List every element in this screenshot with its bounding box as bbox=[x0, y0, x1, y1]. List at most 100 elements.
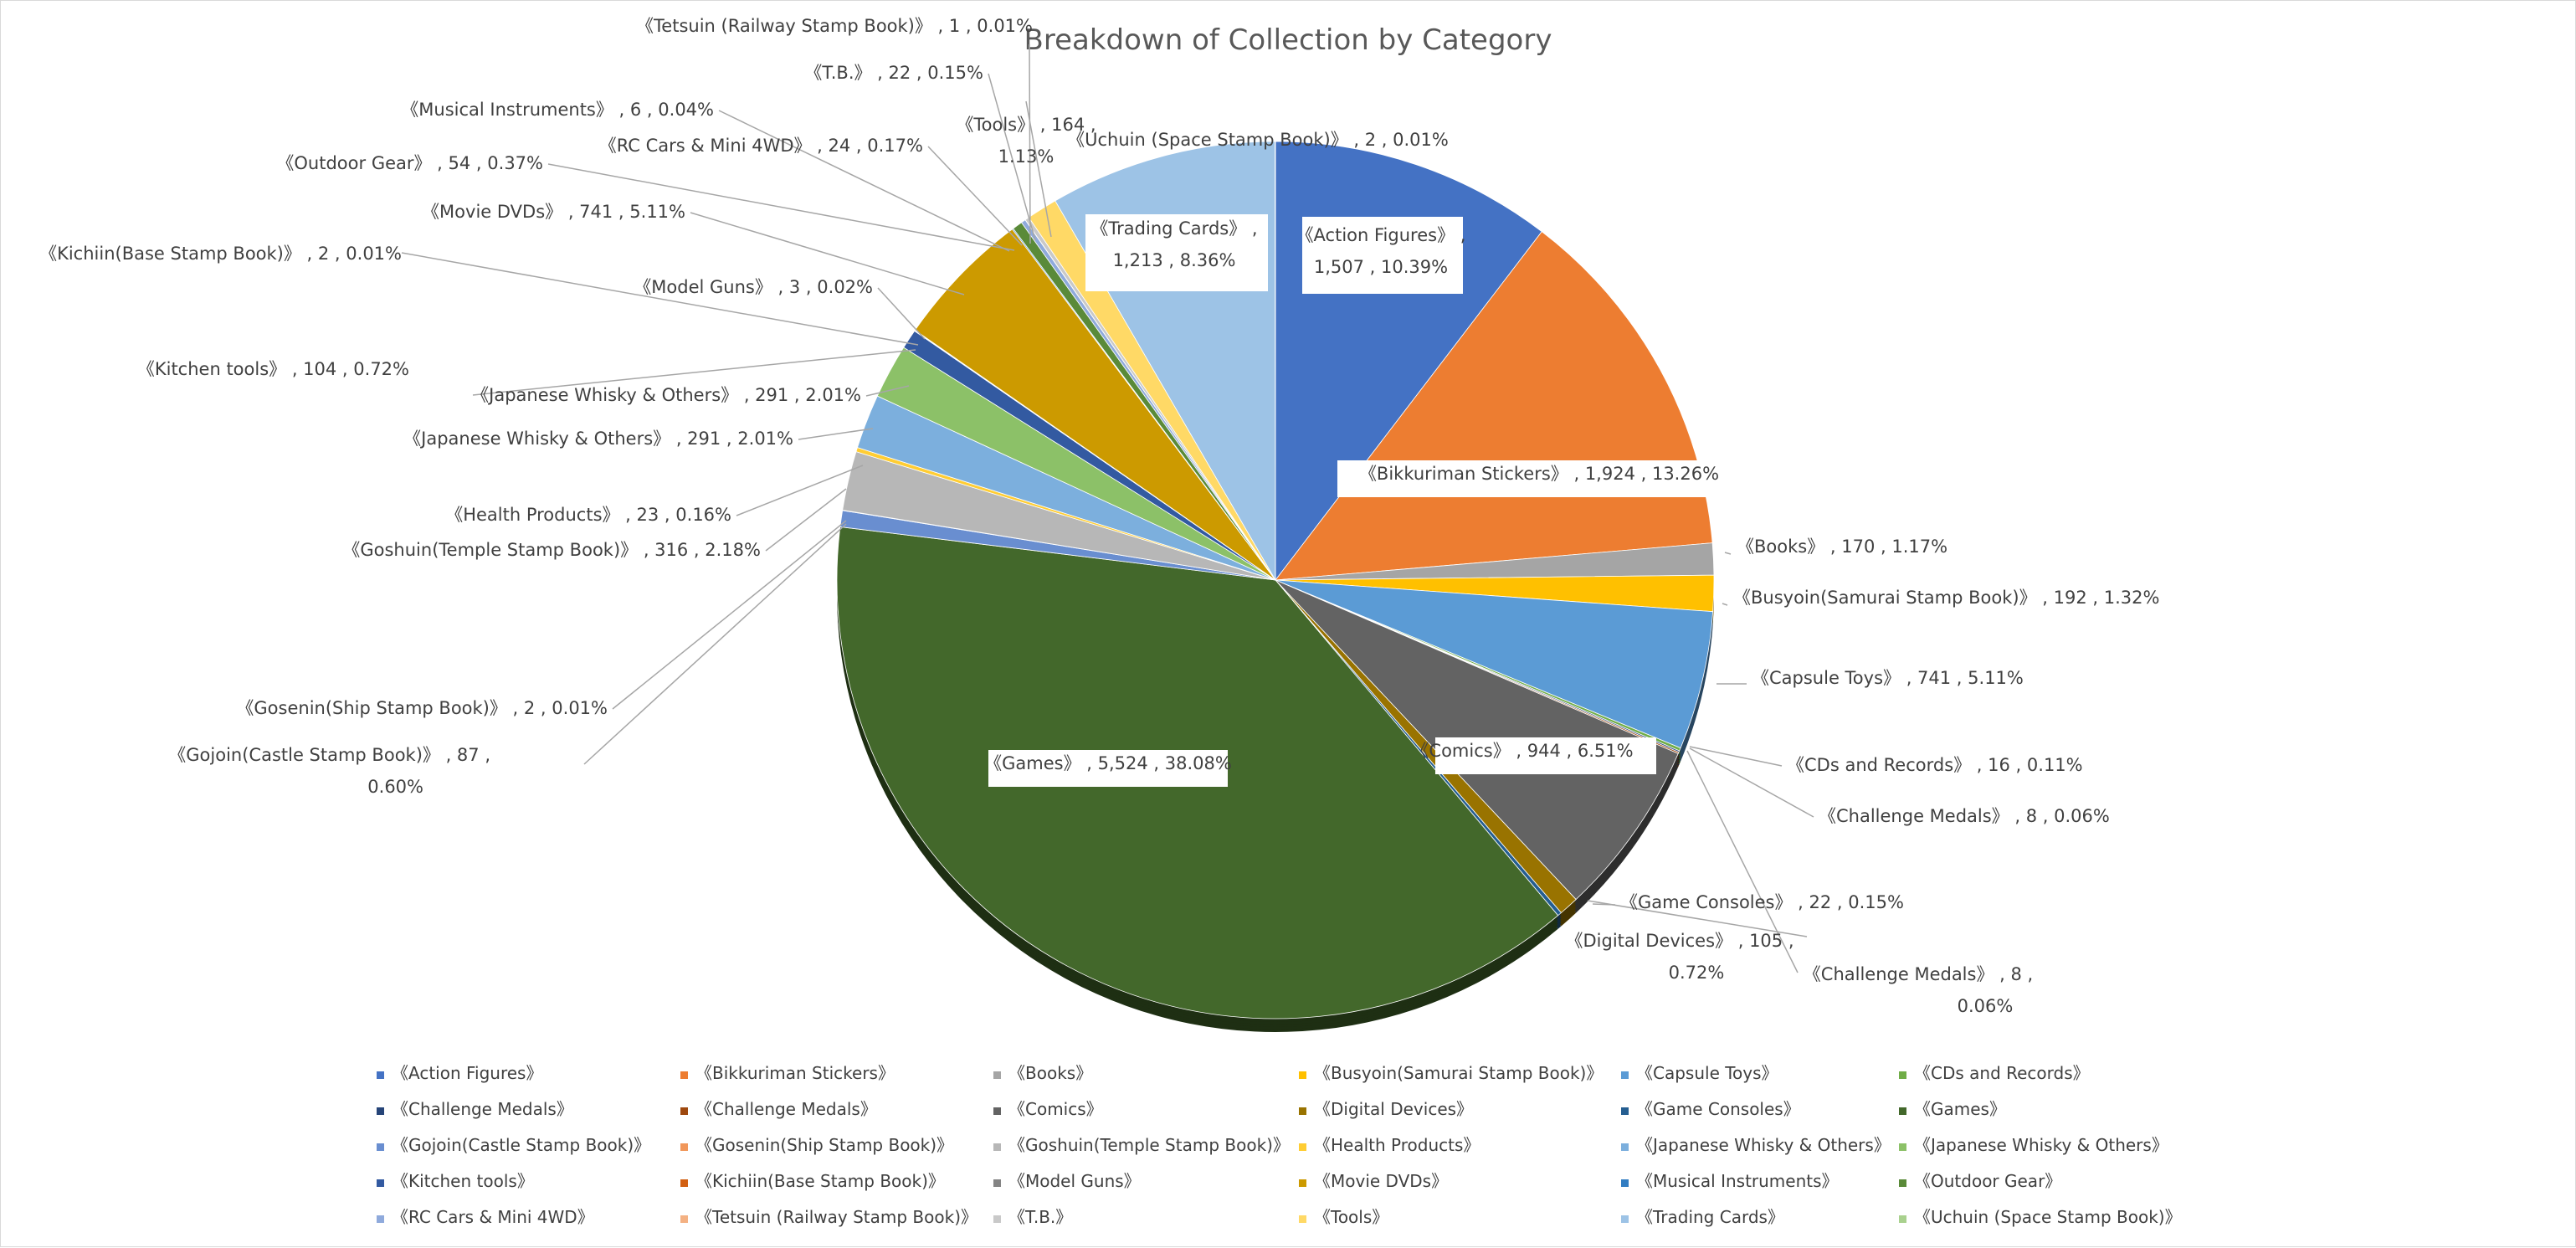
legend-swatch bbox=[377, 1179, 384, 1187]
legend-label: 《Capsule Toys》 bbox=[1636, 1063, 1778, 1083]
legend-label: 《Challenge Medals》 bbox=[392, 1099, 573, 1119]
legend-swatch bbox=[1621, 1071, 1629, 1079]
legend-label: 《T.B.》 bbox=[1008, 1207, 1072, 1227]
legend-swatch bbox=[680, 1071, 688, 1079]
legend-swatch bbox=[1299, 1215, 1306, 1223]
legend-swatch bbox=[1899, 1179, 1906, 1187]
legend-swatch bbox=[993, 1143, 1001, 1151]
legend-label: 《Gosenin(Ship Stamp Book)》 bbox=[695, 1135, 953, 1155]
legend-label: 《Model Guns》 bbox=[1008, 1171, 1141, 1191]
legend-swatch bbox=[680, 1143, 688, 1151]
legend-swatch bbox=[1899, 1143, 1906, 1151]
legend-label: 《Movie DVDs》 bbox=[1314, 1171, 1448, 1191]
data-label: 《Kichiin(Base Stamp Book)》 , 2 , 0.01% bbox=[39, 244, 402, 264]
data-label: 《Games》 , 5,524 , 38.08% bbox=[984, 753, 1232, 773]
legend-swatch bbox=[680, 1107, 688, 1115]
legend-swatch bbox=[377, 1107, 384, 1115]
legend-swatch bbox=[1899, 1071, 1906, 1079]
data-label: 《Digital Devices》 , 105 ,0.72% bbox=[1566, 931, 1794, 983]
legend-label: 《CDs and Records》 bbox=[1914, 1063, 2090, 1083]
pie-slices bbox=[837, 141, 1714, 1019]
legend-label: 《Health Products》 bbox=[1314, 1135, 1480, 1155]
leader-line bbox=[584, 524, 846, 764]
legend-label: 《Games》 bbox=[1914, 1099, 2006, 1119]
legend-swatch bbox=[680, 1179, 688, 1187]
legend-label: 《Books》 bbox=[1008, 1063, 1092, 1083]
legend-swatch bbox=[993, 1071, 1001, 1079]
legend-swatch bbox=[1299, 1107, 1306, 1115]
data-label: 《Game Consoles》 , 22 , 0.15% bbox=[1620, 892, 1904, 912]
legend-swatch bbox=[1621, 1107, 1629, 1115]
data-label: 《Movie DVDs》 , 741 , 5.11% bbox=[422, 202, 685, 222]
legend-label: 《Outdoor Gear》 bbox=[1914, 1171, 2061, 1191]
leader-line bbox=[1722, 603, 1727, 605]
data-label: 《Gosenin(Ship Stamp Book)》 , 2 , 0.01% bbox=[236, 698, 608, 718]
legend-swatch bbox=[1899, 1215, 1906, 1223]
legend-label: 《Tools》 bbox=[1314, 1207, 1388, 1227]
data-label: 《T.B.》 , 22 , 0.15% bbox=[804, 63, 983, 83]
leader-line bbox=[402, 253, 918, 345]
leader-line bbox=[1593, 904, 1615, 905]
legend-label: 《Kichiin(Base Stamp Book)》 bbox=[695, 1171, 945, 1191]
legend-label: 《Tetsuin (Railway Stamp Book)》 bbox=[695, 1207, 978, 1227]
chart-title: Breakdown of Collection by Category bbox=[1024, 23, 1552, 57]
legend-label: 《Musical Instruments》 bbox=[1636, 1171, 1839, 1191]
legend-label: 《Goshuin(Temple Stamp Book)》 bbox=[1008, 1135, 1290, 1155]
data-label: 《CDs and Records》 , 16 , 0.11% bbox=[1787, 755, 2083, 775]
data-label: 《RC Cars & Mini 4WD》 , 24 , 0.17% bbox=[599, 136, 923, 156]
data-label: 《Gojoin(Castle Stamp Book)》 , 87 ,0.60% bbox=[168, 745, 490, 797]
data-label: 《Tetsuin (Railway Stamp Book)》 , 1 , 0.0… bbox=[636, 16, 1033, 36]
legend-label: 《Bikkuriman Stickers》 bbox=[695, 1063, 895, 1083]
legend-swatch bbox=[377, 1143, 384, 1151]
data-label: 《Comics》 , 944 , 6.51% bbox=[1411, 741, 1633, 761]
legend-swatch bbox=[1621, 1143, 1629, 1151]
data-label: 《Capsule Toys》 , 741 , 5.11% bbox=[1752, 668, 2024, 688]
legend-swatch bbox=[680, 1215, 688, 1223]
leader-line bbox=[1725, 552, 1731, 554]
legend: 《Action Figures》 《Bikkuriman Stickers》 《Bo… bbox=[377, 1063, 2182, 1227]
data-label: 《Health Products》 , 23 , 0.16% bbox=[445, 505, 731, 525]
legend-swatch bbox=[1899, 1107, 1906, 1115]
data-label: 《Musical Instruments》 , 6 , 0.04% bbox=[401, 100, 714, 120]
legend-swatch bbox=[1299, 1071, 1306, 1079]
legend-label: 《Japanese Whisky & Others》 bbox=[1914, 1135, 2168, 1155]
legend-swatch bbox=[1621, 1215, 1629, 1223]
data-label: 《Kitchen tools》 , 104 , 0.72% bbox=[137, 359, 409, 379]
data-label: 《Challenge Medals》 , 8 ,0.06% bbox=[1804, 964, 2033, 1016]
legend-swatch bbox=[1299, 1143, 1306, 1151]
legend-label: 《Gojoin(Castle Stamp Book)》 bbox=[392, 1135, 650, 1155]
data-label: 《Japanese Whisky & Others》 , 291 , 2.01% bbox=[471, 385, 861, 405]
legend-label: 《Kitchen tools》 bbox=[392, 1171, 534, 1191]
data-label: 《Bikkuriman Stickers》 , 1,924 , 13.26% bbox=[1359, 464, 1719, 484]
legend-label: 《Action Figures》 bbox=[392, 1063, 542, 1083]
legend-label: 《Uchuin (Space Stamp Book)》 bbox=[1914, 1207, 2182, 1227]
legend-swatch bbox=[1299, 1179, 1306, 1187]
data-label: 《Japanese Whisky & Others》 , 291 , 2.01% bbox=[403, 429, 793, 449]
legend-label: 《Digital Devices》 bbox=[1314, 1099, 1473, 1119]
data-label: 《Outdoor Gear》 , 54 , 0.37% bbox=[276, 153, 543, 173]
leader-line bbox=[766, 489, 846, 551]
leader-line bbox=[878, 288, 925, 339]
data-label: 《Busyoin(Samurai Stamp Book)》 , 192 , 1.… bbox=[1733, 588, 2159, 608]
legend-label: 《Busyoin(Samurai Stamp Book)》 bbox=[1314, 1063, 1603, 1083]
legend-swatch bbox=[377, 1071, 384, 1079]
legend-label: 《Trading Cards》 bbox=[1636, 1207, 1784, 1227]
data-label: 《Uchuin (Space Stamp Book)》 , 2 , 0.01% bbox=[1067, 130, 1449, 150]
legend-swatch bbox=[993, 1215, 1001, 1223]
data-label: 《Challenge Medals》 , 8 , 0.06% bbox=[1819, 806, 2110, 826]
legend-label: 《Japanese Whisky & Others》 bbox=[1636, 1135, 1891, 1155]
legend-label: 《Comics》 bbox=[1008, 1099, 1103, 1119]
data-label: 《Model Guns》 , 3 , 0.02% bbox=[634, 277, 873, 297]
legend-swatch bbox=[1621, 1179, 1629, 1187]
legend-label: 《Challenge Medals》 bbox=[695, 1099, 877, 1119]
leader-line bbox=[1029, 44, 1030, 244]
legend-swatch bbox=[993, 1107, 1001, 1115]
data-label: 《Goshuin(Temple Stamp Book)》 , 316 , 2.1… bbox=[342, 540, 761, 560]
legend-label: 《Game Consoles》 bbox=[1636, 1099, 1800, 1119]
data-label: 《Books》 , 170 , 1.17% bbox=[1737, 537, 1947, 557]
legend-swatch bbox=[377, 1215, 384, 1223]
legend-swatch bbox=[993, 1179, 1001, 1187]
legend-label: 《RC Cars & Mini 4WD》 bbox=[392, 1207, 594, 1227]
